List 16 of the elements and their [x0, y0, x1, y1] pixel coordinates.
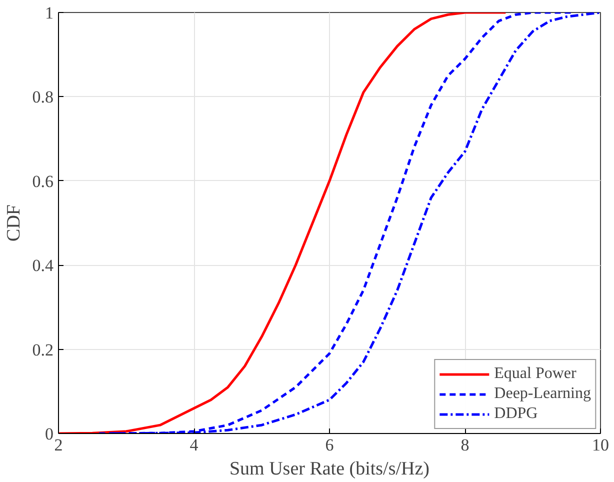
y-tick-label: 0.4: [32, 256, 54, 276]
x-tick-label: 6: [325, 436, 334, 454]
legend-label: Equal Power: [494, 365, 576, 383]
x-tick-label: 8: [460, 436, 470, 454]
x-tick-label: 10: [592, 436, 609, 454]
legend-label: Deep-Learning: [494, 385, 591, 403]
y-tick-label: 0.2: [32, 340, 54, 360]
y-tick-label: 1: [45, 4, 54, 22]
y-tick-label: 0.6: [32, 172, 54, 191]
x-tick-label: 2: [54, 436, 63, 454]
legend-label: DDPG: [494, 405, 538, 423]
y-tick-label: 0: [45, 424, 54, 444]
y-tick-label: 0.8: [32, 88, 54, 107]
y-axis-title: CDF: [3, 204, 24, 242]
x-tick-label: 4: [190, 436, 199, 454]
x-axis-title: Sum User Rate (bits/s/Hz): [230, 458, 430, 480]
